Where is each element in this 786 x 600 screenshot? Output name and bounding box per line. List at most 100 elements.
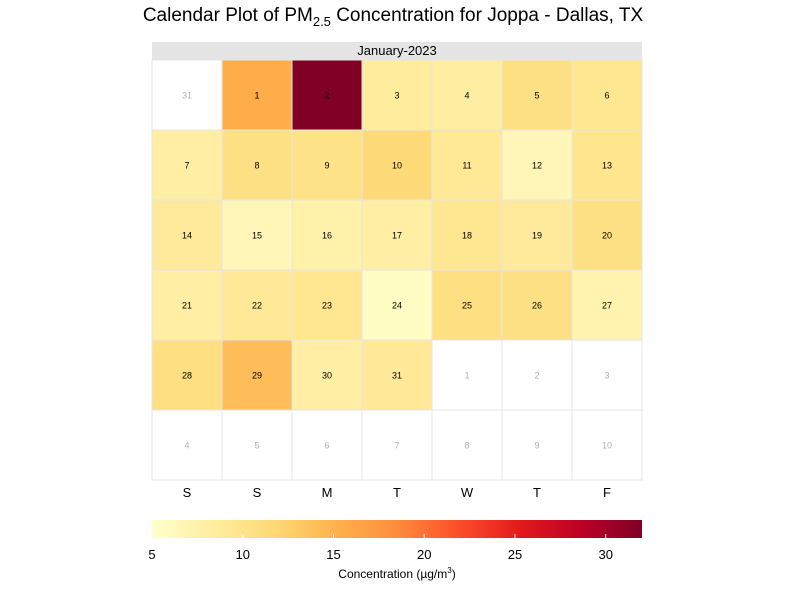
- day-number: 27: [602, 301, 612, 311]
- day-cell: [431, 59, 503, 131]
- day-number: 23: [322, 301, 332, 311]
- day-cell: [221, 339, 293, 411]
- day-number: 30: [322, 371, 332, 381]
- day-number: 1: [254, 91, 259, 101]
- colorbar-tick-label: 20: [417, 547, 431, 562]
- day-cell: [571, 269, 643, 341]
- day-number: 10: [602, 441, 612, 451]
- day-cell: [431, 409, 503, 481]
- day-cell: [221, 269, 293, 341]
- day-number: 8: [464, 441, 469, 451]
- day-cell: [291, 409, 363, 481]
- title-subscript: 2.5: [312, 13, 331, 29]
- day-cell: [431, 129, 503, 201]
- day-number: 2: [534, 371, 539, 381]
- month-strip: [152, 42, 642, 60]
- day-number: 8: [254, 161, 259, 171]
- day-number: 25: [462, 301, 472, 311]
- day-number: 2: [324, 91, 329, 101]
- day-cell: [571, 409, 643, 481]
- day-number: 17: [392, 231, 402, 241]
- day-number: 5: [534, 91, 539, 101]
- day-number: 16: [322, 231, 332, 241]
- weekday-label: S: [183, 485, 192, 500]
- colorbar-ticks: 5 10 15 20 25 30: [148, 534, 613, 562]
- day-number: 1: [464, 371, 469, 381]
- colorbar-tick-label: 15: [326, 547, 340, 562]
- day-number: 26: [532, 301, 542, 311]
- day-number: 7: [184, 161, 189, 171]
- day-cell: [501, 129, 573, 201]
- weekday-label: T: [533, 485, 541, 500]
- day-number: 13: [602, 161, 612, 171]
- colorbar-tick-label: 10: [236, 547, 250, 562]
- day-cell: [431, 199, 503, 271]
- weekday-label: F: [603, 485, 611, 500]
- day-cell: [501, 199, 573, 271]
- day-number: 31: [182, 91, 192, 101]
- day-number: 7: [394, 441, 399, 451]
- day-cell: [361, 129, 433, 201]
- day-cell: [291, 199, 363, 271]
- day-cell: [221, 59, 293, 131]
- title-prefix: Calendar Plot of PM: [142, 5, 313, 26]
- day-cell: [431, 339, 503, 411]
- colorbar-label-sup: 3: [447, 566, 452, 575]
- day-cell: [501, 339, 573, 411]
- day-number: 9: [324, 161, 329, 171]
- colorbar-tick-label: 5: [148, 547, 155, 562]
- colorbar-tick-label: 25: [508, 547, 522, 562]
- weekday-label: M: [322, 485, 333, 500]
- day-cell: [151, 199, 223, 271]
- weekday-label: T: [393, 485, 401, 500]
- day-cell: [151, 409, 223, 481]
- day-cell: [151, 269, 223, 341]
- day-number: 3: [604, 371, 609, 381]
- title-suffix: Concentration for Joppa - Dallas, TX: [330, 5, 644, 26]
- day-cell: [291, 269, 363, 341]
- day-number: 24: [392, 301, 402, 311]
- day-number: 31: [392, 371, 402, 381]
- day-number: 15: [252, 231, 262, 241]
- day-cell: [571, 129, 643, 201]
- day-number: 21: [182, 301, 192, 311]
- day-cell: [571, 59, 643, 131]
- day-cell: [151, 129, 223, 201]
- day-number: 14: [182, 231, 192, 241]
- day-cell: [501, 59, 573, 131]
- chart-title: Calendar Plot of PM2.5 Concentration for…: [0, 5, 786, 29]
- day-number: 9: [534, 441, 539, 451]
- day-cell: [291, 59, 363, 131]
- day-number: 19: [532, 231, 542, 241]
- day-cell: [361, 339, 433, 411]
- colorbar-label-text: Concentration (µg/m: [338, 567, 448, 581]
- day-number: 4: [184, 441, 189, 451]
- day-number: 10: [392, 161, 402, 171]
- day-cell: [361, 199, 433, 271]
- day-number: 12: [532, 161, 542, 171]
- day-number: 20: [602, 231, 612, 241]
- day-cell: [221, 199, 293, 271]
- day-cell: [221, 409, 293, 481]
- day-number: 28: [182, 371, 192, 381]
- day-number: 6: [604, 91, 609, 101]
- day-number: 5: [254, 441, 259, 451]
- day-cell: [501, 409, 573, 481]
- weekday-label: W: [461, 485, 474, 500]
- weekday-label: S: [253, 485, 262, 500]
- day-cell: [291, 129, 363, 201]
- day-number: 3: [394, 91, 399, 101]
- day-number: 29: [252, 371, 262, 381]
- colorbar-label-end: ): [451, 567, 456, 581]
- colorbar-tick-label: 30: [598, 547, 612, 562]
- month-label: January-2023: [357, 43, 437, 58]
- day-cell: [571, 199, 643, 271]
- colorbar-label: Concentration (µg/m3): [152, 566, 642, 581]
- day-number: 4: [464, 91, 469, 101]
- day-cell: [361, 269, 433, 341]
- day-number: 6: [324, 441, 329, 451]
- day-number: 18: [462, 231, 472, 241]
